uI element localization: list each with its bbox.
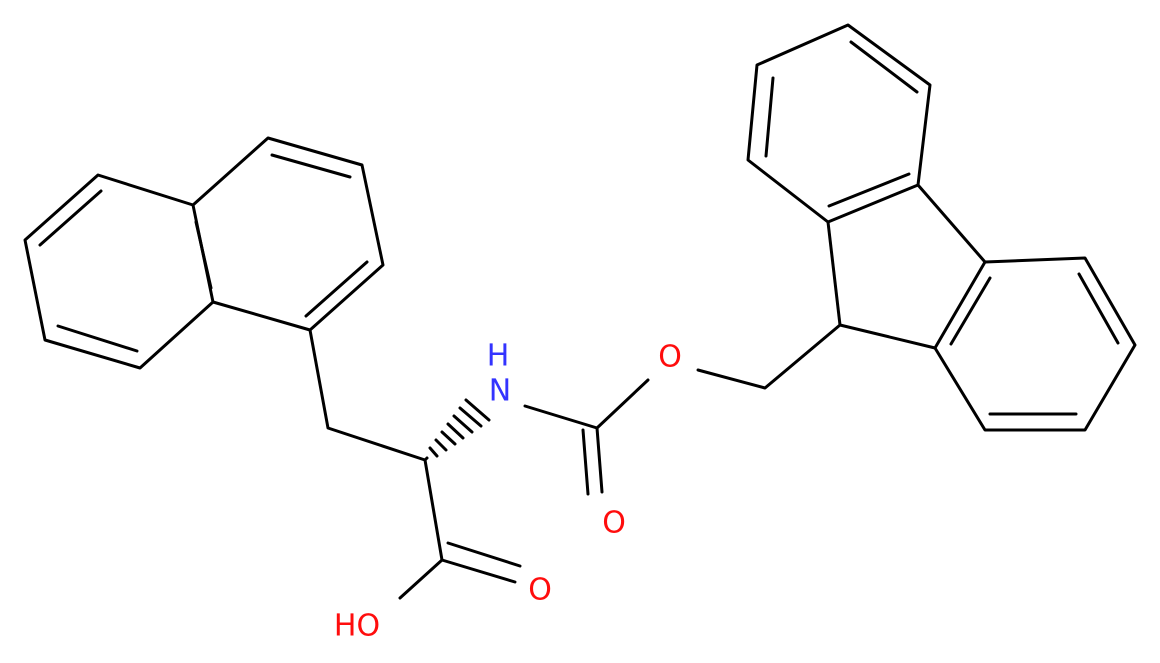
double-bond [849, 40, 919, 94]
atom-label: HO [334, 609, 380, 644]
bond [398, 558, 444, 600]
bonds [23, 23, 1137, 600]
atom-labels: H N O O O HO [334, 339, 682, 644]
double-bond [764, 76, 775, 158]
double-bond [949, 276, 992, 346]
atom-label: O [528, 573, 552, 608]
double-bond [446, 541, 522, 568]
bond [838, 323, 937, 350]
double-bond [194, 220, 213, 290]
ring [746, 23, 932, 224]
ring [933, 256, 1137, 432]
bond [826, 220, 842, 327]
chain [696, 323, 842, 390]
double-bond [270, 153, 352, 179]
double-bond [1077, 272, 1120, 345]
atom-label: N [489, 374, 511, 409]
double-bond [304, 260, 369, 318]
atom-label: O [658, 340, 682, 375]
atom-label: H [487, 339, 510, 374]
double-bond [581, 428, 590, 496]
hashed-wedge [423, 398, 491, 462]
bond [440, 558, 517, 584]
atom-label: O [602, 506, 626, 541]
double-bond [827, 172, 911, 208]
double-bond [56, 324, 139, 353]
bond [523, 404, 599, 430]
chain [308, 328, 444, 562]
double-bond [38, 189, 103, 247]
bond [595, 426, 604, 494]
bond [595, 378, 650, 430]
bond [916, 183, 987, 264]
ring [23, 173, 215, 370]
ring [191, 136, 385, 332]
